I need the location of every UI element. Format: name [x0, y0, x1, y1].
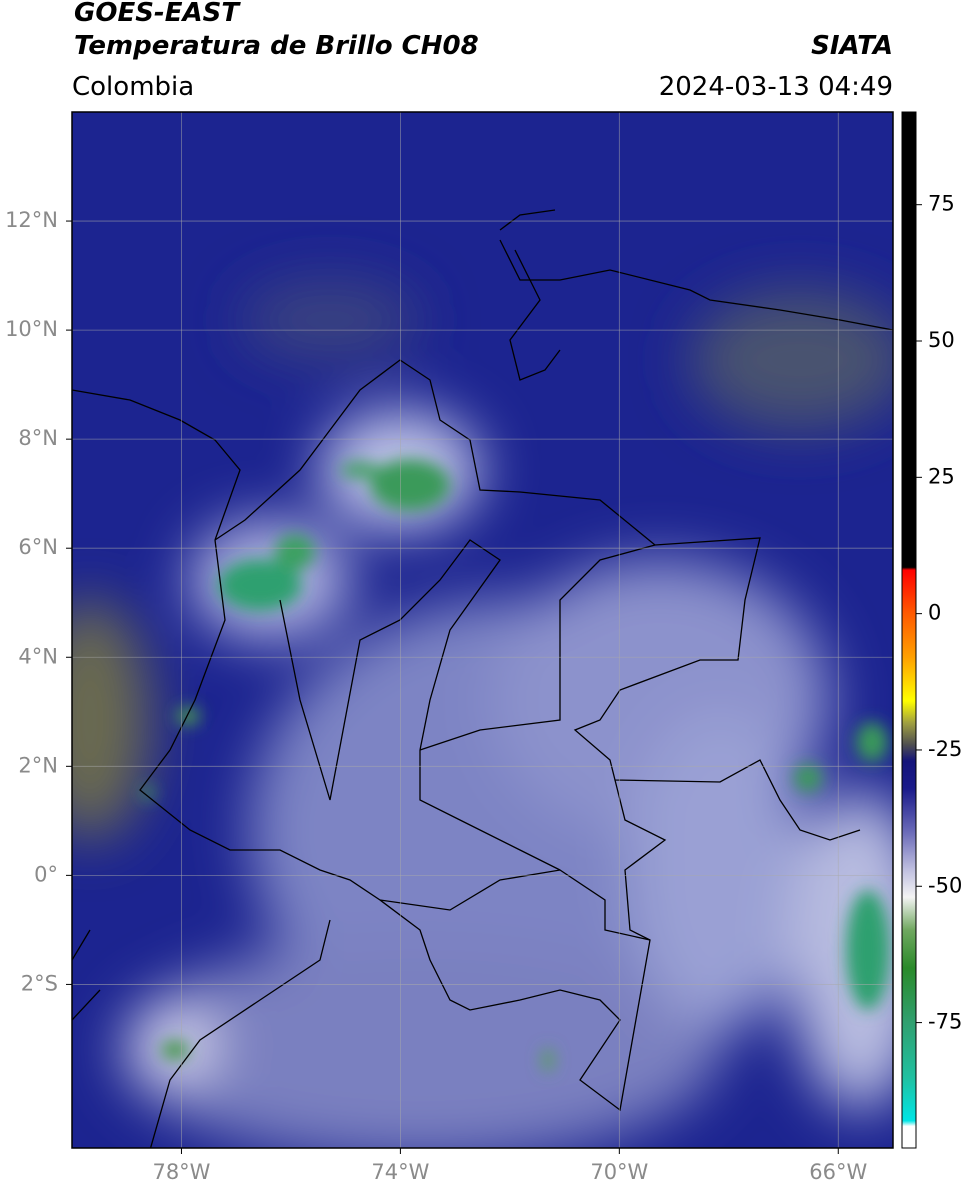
region: Colombia [72, 72, 194, 102]
colorbar-tick-label: -75 [928, 1010, 962, 1034]
lat-tick-label: 8°N [18, 426, 58, 450]
lat-tick-label: 2°N [18, 753, 58, 777]
colorbar-tick-label: 50 [928, 328, 955, 352]
borders [72, 209, 893, 1148]
lon-tick-label: 66°W [809, 1160, 867, 1184]
lat-tick-label: 0° [34, 862, 58, 886]
source: SIATA [811, 31, 893, 61]
colorbar-tick-label: -50 [928, 873, 962, 897]
lat-tick-label: 4°N [18, 644, 58, 668]
title: GOES-EAST [74, 0, 241, 28]
colorbar-tick-label: -25 [928, 737, 962, 761]
lat-tick-label: 12°N [5, 208, 58, 232]
map-frame [71, 111, 894, 1149]
colorbar [901, 111, 917, 1149]
lon-tick-label: 74°W [371, 1160, 429, 1184]
colorbar-tick-label: 0 [928, 601, 941, 625]
graticule [72, 112, 893, 1148]
colorbar-tick-label: 75 [928, 192, 955, 216]
lat-tick-label: 6°N [18, 535, 58, 559]
lat-tick-label: 2°S [21, 971, 58, 995]
lat-tick-label: 10°N [5, 317, 58, 341]
colorbar-tick-label: 25 [928, 464, 955, 488]
subtitle: Temperatura de Brillo CH08 [74, 31, 479, 61]
lon-tick-label: 78°W [152, 1160, 210, 1184]
datetime: 2024-03-13 04:49 [659, 72, 893, 102]
imagery [72, 112, 893, 1148]
lon-tick-label: 70°W [590, 1160, 648, 1184]
cold-cloud-tops [142, 459, 890, 1072]
cloud-field [72, 280, 893, 1148]
